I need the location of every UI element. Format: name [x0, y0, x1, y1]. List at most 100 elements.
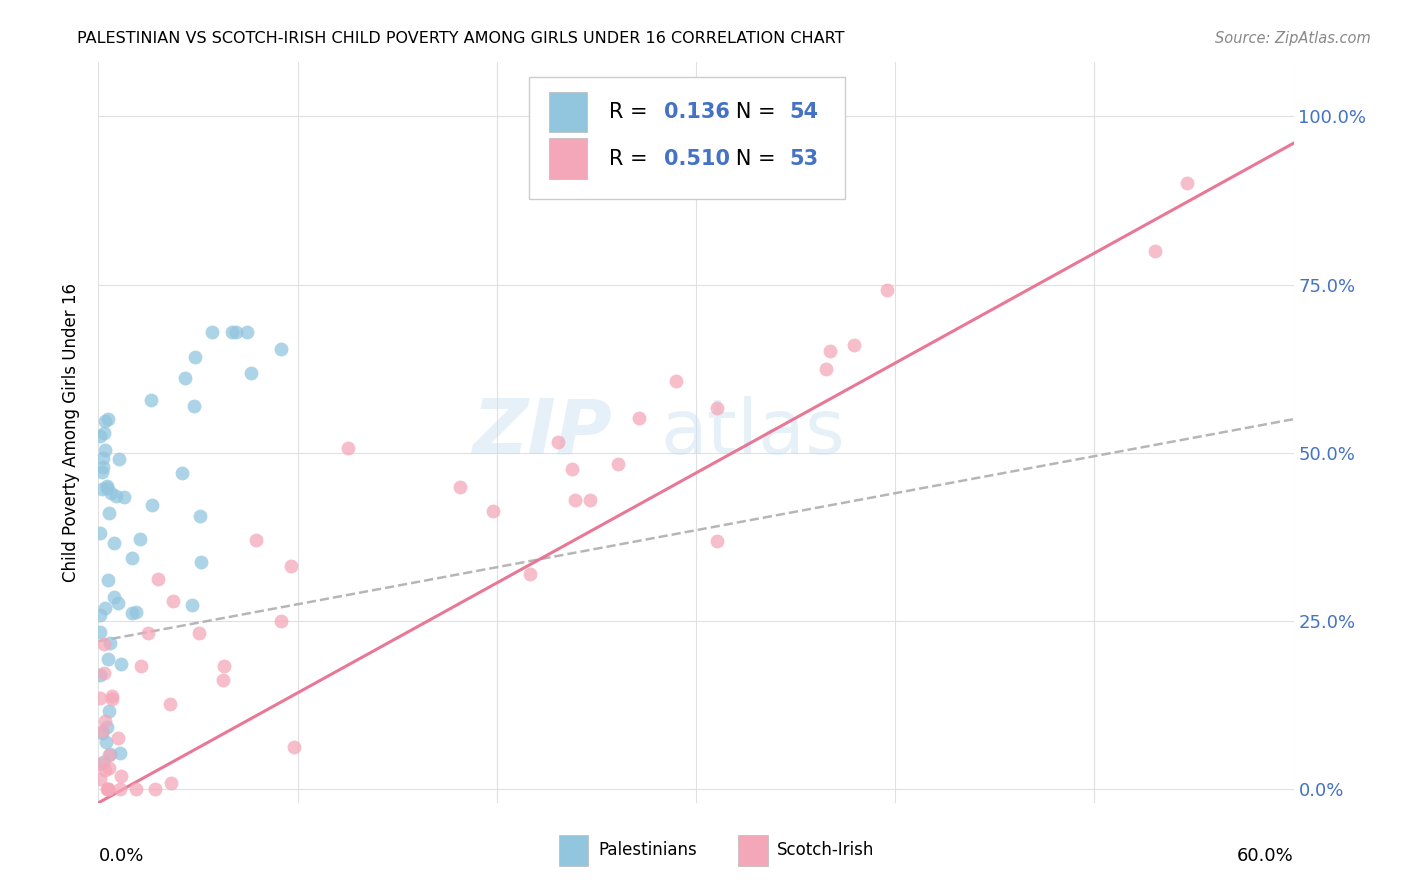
Point [129, 659, 152, 673]
Point [107, 731, 129, 745]
Point [225, 325, 247, 339]
Point [188, 509, 211, 524]
Point [90, 465, 112, 479]
Point [607, 457, 630, 471]
Point [184, 350, 207, 364]
Text: ZIP: ZIP [472, 396, 613, 469]
Point [108, 451, 131, 466]
Point [103, 536, 125, 550]
Text: R =: R = [609, 102, 654, 122]
FancyBboxPatch shape [738, 835, 768, 866]
Point [89, 429, 111, 443]
Point [706, 533, 728, 548]
Point [91, 450, 114, 465]
Point [815, 362, 838, 376]
Point [89, 691, 111, 706]
Point [89, 625, 111, 640]
Text: N =: N = [716, 149, 783, 169]
FancyBboxPatch shape [548, 92, 588, 132]
Point [143, 782, 166, 797]
Point [876, 283, 898, 297]
Point [94, 714, 117, 729]
Point [96, 782, 118, 797]
Point [110, 657, 132, 671]
Point [112, 490, 135, 504]
Point [564, 493, 586, 508]
Point [97, 412, 120, 426]
Point [561, 462, 583, 476]
Point [98, 761, 121, 775]
Point [129, 532, 152, 546]
Point [93, 666, 115, 681]
Point [125, 782, 148, 797]
Point [449, 480, 471, 494]
Point [141, 499, 163, 513]
Text: 53: 53 [789, 149, 818, 169]
Point [98, 507, 121, 521]
Point [236, 325, 259, 339]
Point [280, 559, 302, 574]
Point [91, 725, 114, 739]
Point [89, 757, 111, 772]
Point [170, 466, 193, 480]
Point [183, 399, 205, 413]
Text: Scotch-Irish: Scotch-Irish [778, 841, 875, 859]
Point [1175, 176, 1198, 190]
Point [98, 636, 121, 650]
Point [136, 625, 159, 640]
Point [97, 704, 120, 718]
Point [96, 481, 118, 495]
Point [110, 769, 132, 783]
Point [94, 414, 117, 428]
Point [160, 775, 183, 789]
Point [245, 533, 267, 547]
Point [270, 342, 292, 356]
Point [627, 411, 650, 425]
Point [93, 637, 115, 651]
Point [121, 550, 143, 565]
Point [94, 763, 117, 777]
Point [706, 401, 728, 416]
Y-axis label: Child Poverty Among Girls Under 16: Child Poverty Among Girls Under 16 [62, 283, 80, 582]
Point [94, 443, 117, 458]
Point [240, 366, 263, 380]
Point [89, 667, 111, 681]
Point [91, 460, 114, 475]
Text: Source: ZipAtlas.com: Source: ZipAtlas.com [1215, 31, 1371, 46]
Point [664, 375, 686, 389]
Point [91, 756, 114, 770]
Point [190, 555, 212, 569]
Point [89, 607, 111, 622]
Point [89, 772, 111, 787]
Point [148, 572, 170, 586]
Point [283, 739, 305, 754]
FancyBboxPatch shape [558, 835, 589, 866]
Text: 0.510: 0.510 [664, 149, 730, 169]
Point [96, 720, 118, 734]
Point [121, 606, 143, 620]
Text: PALESTINIAN VS SCOTCH-IRISH CHILD POVERTY AMONG GIRLS UNDER 16 CORRELATION CHART: PALESTINIAN VS SCOTCH-IRISH CHILD POVERT… [77, 31, 845, 46]
Point [97, 573, 120, 587]
Point [519, 566, 541, 581]
Point [1143, 244, 1166, 258]
Point [162, 594, 184, 608]
Text: R =: R = [609, 149, 654, 169]
Text: Palestinians: Palestinians [598, 841, 697, 859]
Point [844, 338, 866, 352]
Point [221, 325, 243, 339]
Point [93, 425, 115, 440]
Point [91, 724, 114, 739]
Text: 60.0%: 60.0% [1237, 847, 1294, 865]
FancyBboxPatch shape [548, 138, 588, 179]
Point [212, 659, 235, 673]
Point [97, 782, 120, 797]
Point [337, 441, 360, 455]
Point [105, 490, 128, 504]
Point [139, 393, 162, 408]
Point [108, 746, 131, 760]
Point [125, 605, 148, 619]
Point [90, 482, 112, 496]
Point [100, 486, 122, 500]
Point [97, 782, 120, 797]
Point [98, 747, 121, 762]
